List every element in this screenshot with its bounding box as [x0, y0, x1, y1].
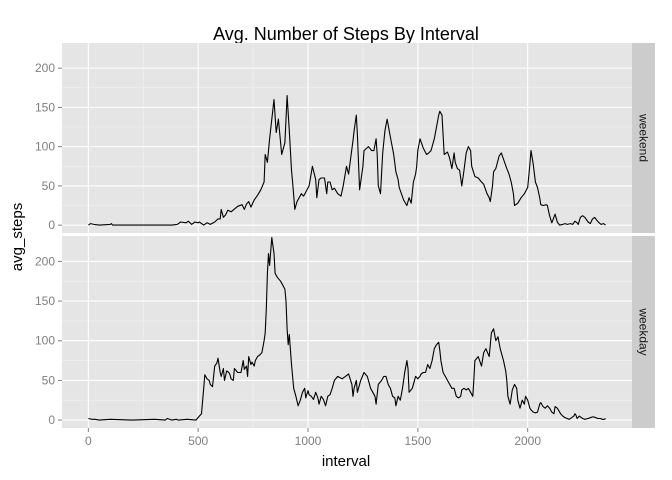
y-tick-label: 200 — [35, 254, 55, 268]
y-tick-label: 150 — [35, 294, 55, 308]
x-tick-label: 0 — [85, 434, 92, 448]
panel-background — [62, 43, 632, 233]
panel-weekday: 0 50 100 150 200 weekday — [35, 236, 655, 428]
facet-label-weekend: weekend — [637, 113, 651, 162]
y-tick-label: 50 — [42, 179, 56, 193]
y-tick-label: 100 — [35, 334, 55, 348]
panel-weekend: 0 50 100 150 200 weekend — [35, 43, 655, 233]
facet-strip — [632, 236, 655, 428]
facet-label-weekday: weekday — [637, 307, 651, 355]
x-axis-title: interval — [322, 453, 370, 470]
panel-background — [62, 236, 632, 428]
y-tick-label: 200 — [35, 61, 55, 75]
series-line-weekend — [88, 95, 606, 226]
x-tick-label: 1000 — [295, 434, 322, 448]
chart-title: Avg. Number of Steps By Interval — [213, 24, 479, 44]
y-tick-label: 150 — [35, 100, 55, 114]
y-tick-label: 50 — [42, 373, 56, 387]
x-tick-label: 2000 — [514, 434, 541, 448]
x-axis: 0 500 1000 1500 2000 — [85, 428, 541, 448]
y-tick-label: 0 — [48, 218, 55, 232]
y-tick-label: 0 — [48, 413, 55, 427]
facet-strip — [632, 43, 655, 233]
x-tick-label: 1500 — [404, 434, 431, 448]
series-line-weekday — [88, 237, 606, 421]
y-tick-label: 100 — [35, 140, 55, 154]
x-tick-label: 500 — [188, 434, 208, 448]
y-axis-title: avg_steps — [9, 203, 26, 271]
